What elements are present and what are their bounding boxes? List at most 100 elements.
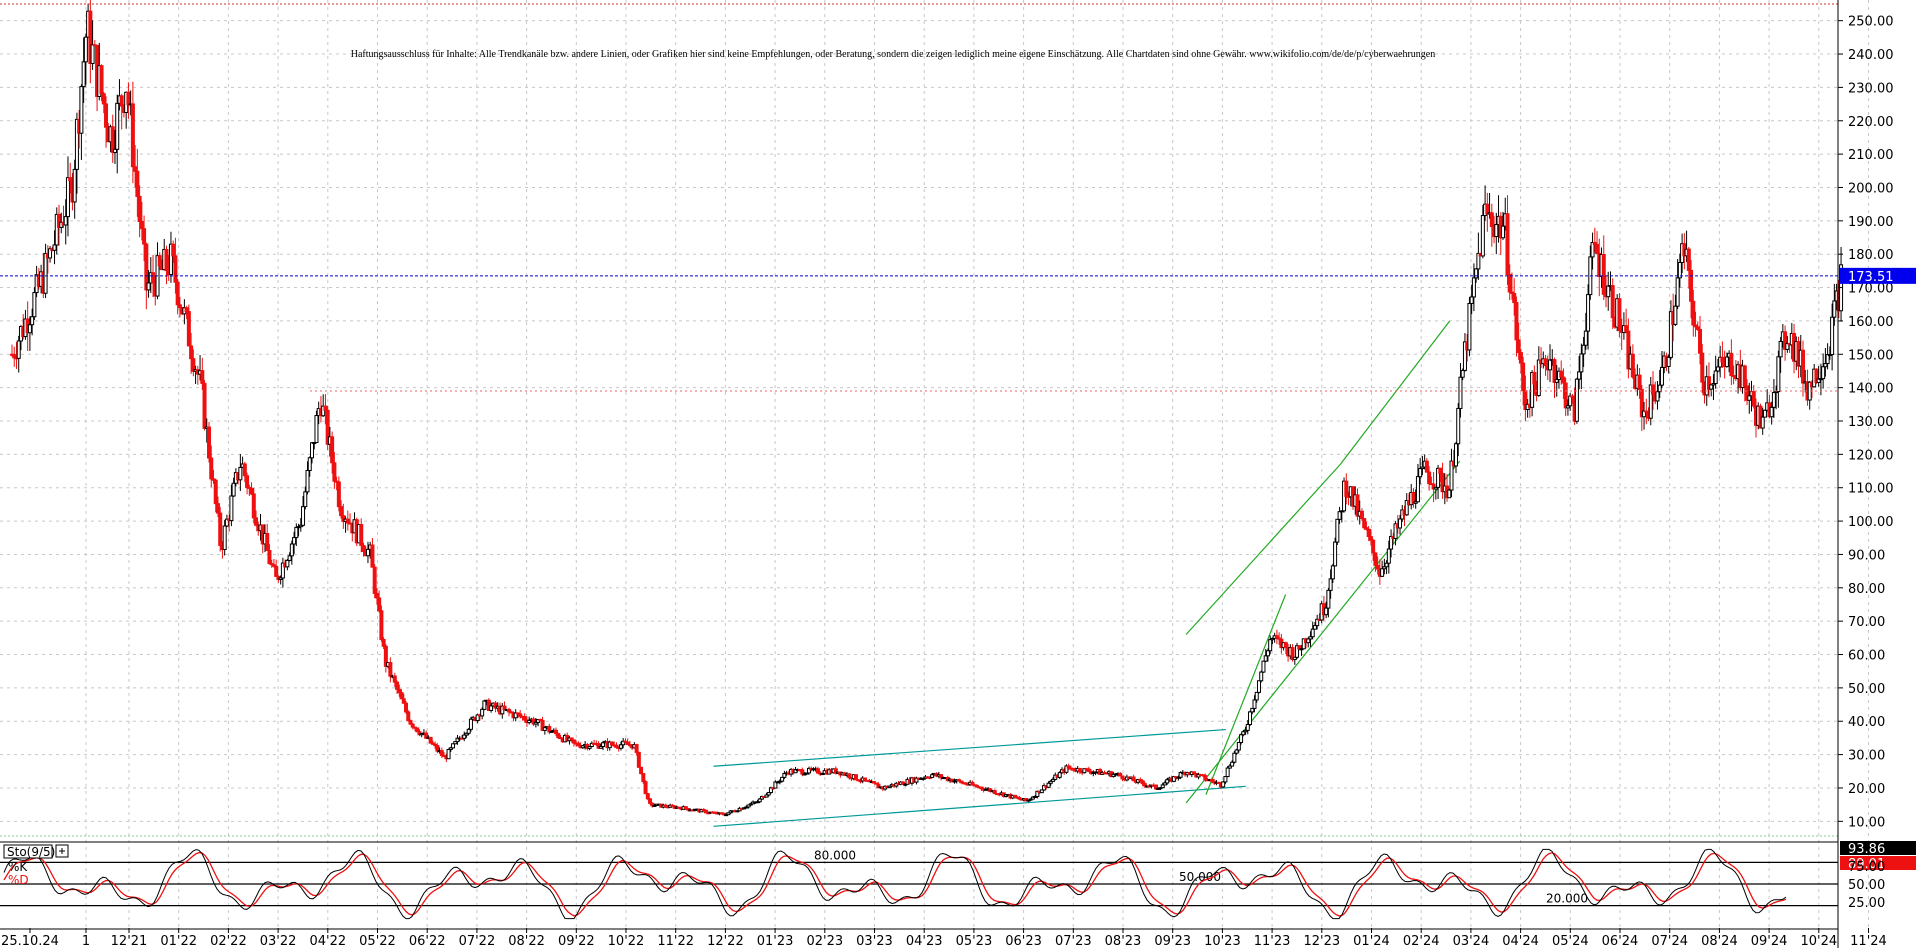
candle-body (554, 729, 559, 735)
current-price-badge (1840, 267, 1916, 284)
candle-body (218, 512, 223, 546)
candle-body (90, 44, 95, 64)
trendline (713, 728, 1226, 767)
candle-body (1227, 765, 1232, 769)
candle-body (184, 307, 189, 313)
candle-body (191, 358, 196, 372)
candle-body (1039, 789, 1044, 794)
stoch-d-value: 89.01 (1848, 857, 1885, 872)
candle-body (144, 243, 149, 291)
candle-body (341, 515, 346, 522)
x-tick-label: 11'23 (1254, 934, 1291, 948)
candle-body (1033, 796, 1038, 799)
candle-body (1532, 372, 1537, 385)
candle-body (1505, 213, 1510, 275)
candle-body (104, 103, 109, 128)
candle-body (1223, 776, 1228, 783)
candle-body (1162, 782, 1167, 786)
x-tick-label: 09'22 (558, 934, 595, 948)
x-tick-label: 02'22 (210, 934, 247, 948)
candle-body (1565, 405, 1570, 409)
candle-body (1563, 382, 1568, 409)
candle-body (1077, 767, 1082, 773)
candle-body (1747, 395, 1752, 401)
candle-body (939, 774, 944, 779)
candle-body (171, 243, 176, 257)
x-tick-label: 02'23 (806, 934, 843, 948)
candle-body (1624, 325, 1629, 332)
candle-body (663, 804, 668, 808)
x-tick-label: 12'21 (111, 934, 148, 948)
candle-body (1474, 268, 1479, 279)
x-tick-label: 03'22 (260, 934, 297, 948)
plot-background (0, 0, 1838, 840)
candle-body (634, 744, 639, 753)
candle-body (1438, 467, 1443, 474)
stoch-k-line (3, 848, 1787, 920)
stoch-axis-label: 50.00 (1848, 878, 1885, 893)
candle-body (1046, 782, 1051, 788)
candle-body (802, 773, 807, 776)
candle-body (269, 563, 274, 566)
candle-body (323, 405, 328, 411)
candle-body (930, 774, 935, 778)
candle-body (63, 216, 68, 226)
candle-body (1447, 489, 1452, 499)
candle-body (1239, 734, 1244, 743)
candle-body (401, 698, 406, 704)
candle-body (1673, 305, 1678, 325)
candle-body (1386, 548, 1391, 564)
candle-body (146, 282, 151, 291)
candle-body (455, 737, 460, 743)
candle-body (1771, 392, 1776, 408)
candle-body (1420, 466, 1425, 470)
candle-body (88, 10, 93, 64)
x-tick-label: 01'24 (1353, 934, 1390, 948)
candle-body (576, 742, 581, 747)
candle-body (451, 743, 456, 749)
candle-body (388, 662, 393, 677)
candle-body (1729, 352, 1734, 377)
candle-body (1543, 358, 1548, 367)
candle-body (1142, 783, 1147, 787)
candle-body (139, 221, 144, 230)
candle-body (1449, 460, 1454, 491)
candle-body (1160, 784, 1165, 789)
y-tick-label: 60.00 (1848, 649, 1885, 664)
candle-body (1630, 353, 1635, 378)
candle-body (1516, 339, 1521, 354)
candle-body (1048, 780, 1053, 784)
candle-body (1462, 341, 1467, 371)
y-tick-label: 90.00 (1848, 548, 1885, 563)
candle-body (1530, 372, 1535, 408)
candle-body (1617, 298, 1622, 332)
candle-body (1315, 618, 1320, 627)
candle-body (30, 316, 35, 326)
candle-body (507, 708, 512, 713)
candle-body (1138, 779, 1143, 782)
candle-body (1086, 768, 1091, 773)
disclaimer-text: Haftungsausschluss für Inhalte: Alle Tre… (351, 49, 1436, 60)
candle-body (856, 779, 861, 782)
candle-body (746, 804, 751, 808)
x-tick-label: 01'22 (160, 934, 197, 948)
x-tick-label: 25.10.24 (1, 934, 59, 948)
candle-body (1051, 778, 1056, 782)
y-tick-label: 160.00 (1848, 315, 1894, 330)
price-candles (10, 0, 1844, 817)
candle-body (430, 742, 435, 745)
candle-body (643, 781, 648, 795)
candle-body (580, 745, 585, 749)
x-tick-label: 11'24 (1850, 934, 1887, 948)
candle-body (468, 718, 473, 730)
candle-body (1760, 416, 1765, 429)
candle-body (1241, 731, 1246, 736)
candle-body (177, 304, 182, 309)
candle-body (1642, 410, 1647, 418)
candle-body (1471, 277, 1476, 298)
candle-body (383, 645, 388, 667)
candle-body (189, 345, 194, 360)
candle-body (1283, 642, 1288, 648)
candle-body (1552, 359, 1557, 383)
candle-body (410, 723, 415, 728)
